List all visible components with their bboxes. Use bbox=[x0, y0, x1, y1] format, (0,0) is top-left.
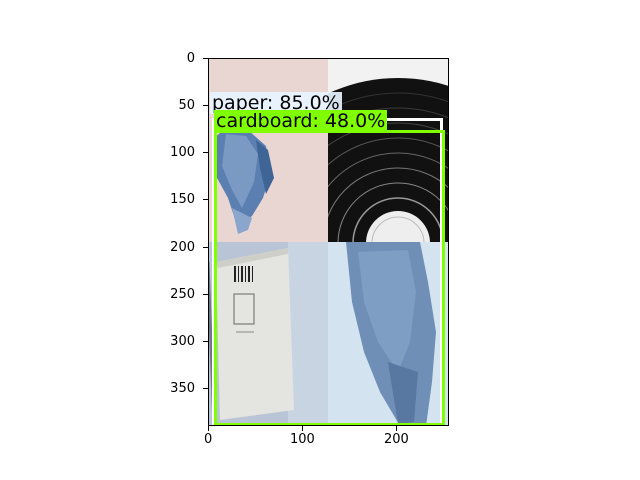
y-tick-mark bbox=[203, 58, 208, 59]
x-tick-mark bbox=[208, 426, 209, 431]
y-tick-label: 350 bbox=[170, 381, 195, 396]
y-tick-label: 300 bbox=[170, 334, 195, 349]
x-tick-label: 100 bbox=[290, 432, 315, 447]
x-tick-label: 0 bbox=[204, 432, 213, 447]
y-tick-label: 150 bbox=[170, 192, 195, 207]
x-tick-label: 200 bbox=[384, 432, 409, 447]
tile-crumpled-paper bbox=[208, 58, 328, 242]
y-tick-mark bbox=[203, 105, 208, 106]
detection-label-paper: paper: 85.0% bbox=[210, 92, 342, 114]
y-tick-label: 0 bbox=[186, 51, 195, 66]
y-tick-label: 250 bbox=[170, 287, 195, 302]
tile-paper-closeup bbox=[328, 242, 449, 426]
y-tick-label: 50 bbox=[178, 98, 195, 113]
y-tick-mark bbox=[203, 152, 208, 153]
paper-closeup-illustration bbox=[328, 242, 449, 426]
x-tick-mark bbox=[302, 426, 303, 431]
y-tick-mark bbox=[203, 247, 208, 248]
y-tick-mark bbox=[203, 294, 208, 295]
x-tick-mark bbox=[396, 426, 397, 431]
detection-box-cardboard bbox=[214, 130, 445, 426]
image-plot-area: paper: 85.0% cardboard: 48.0% bbox=[208, 58, 449, 426]
crumpled-paper-illustration bbox=[208, 58, 328, 242]
y-tick-label: 200 bbox=[170, 240, 195, 255]
cardboard-box-illustration bbox=[208, 242, 328, 426]
tile-cardboard-box bbox=[208, 242, 328, 426]
y-tick-mark bbox=[203, 199, 208, 200]
y-tick-label: 100 bbox=[170, 145, 195, 160]
detection-label-cardboard: cardboard: 48.0% bbox=[214, 110, 388, 132]
y-tick-mark bbox=[203, 388, 208, 389]
y-tick-mark bbox=[203, 341, 208, 342]
